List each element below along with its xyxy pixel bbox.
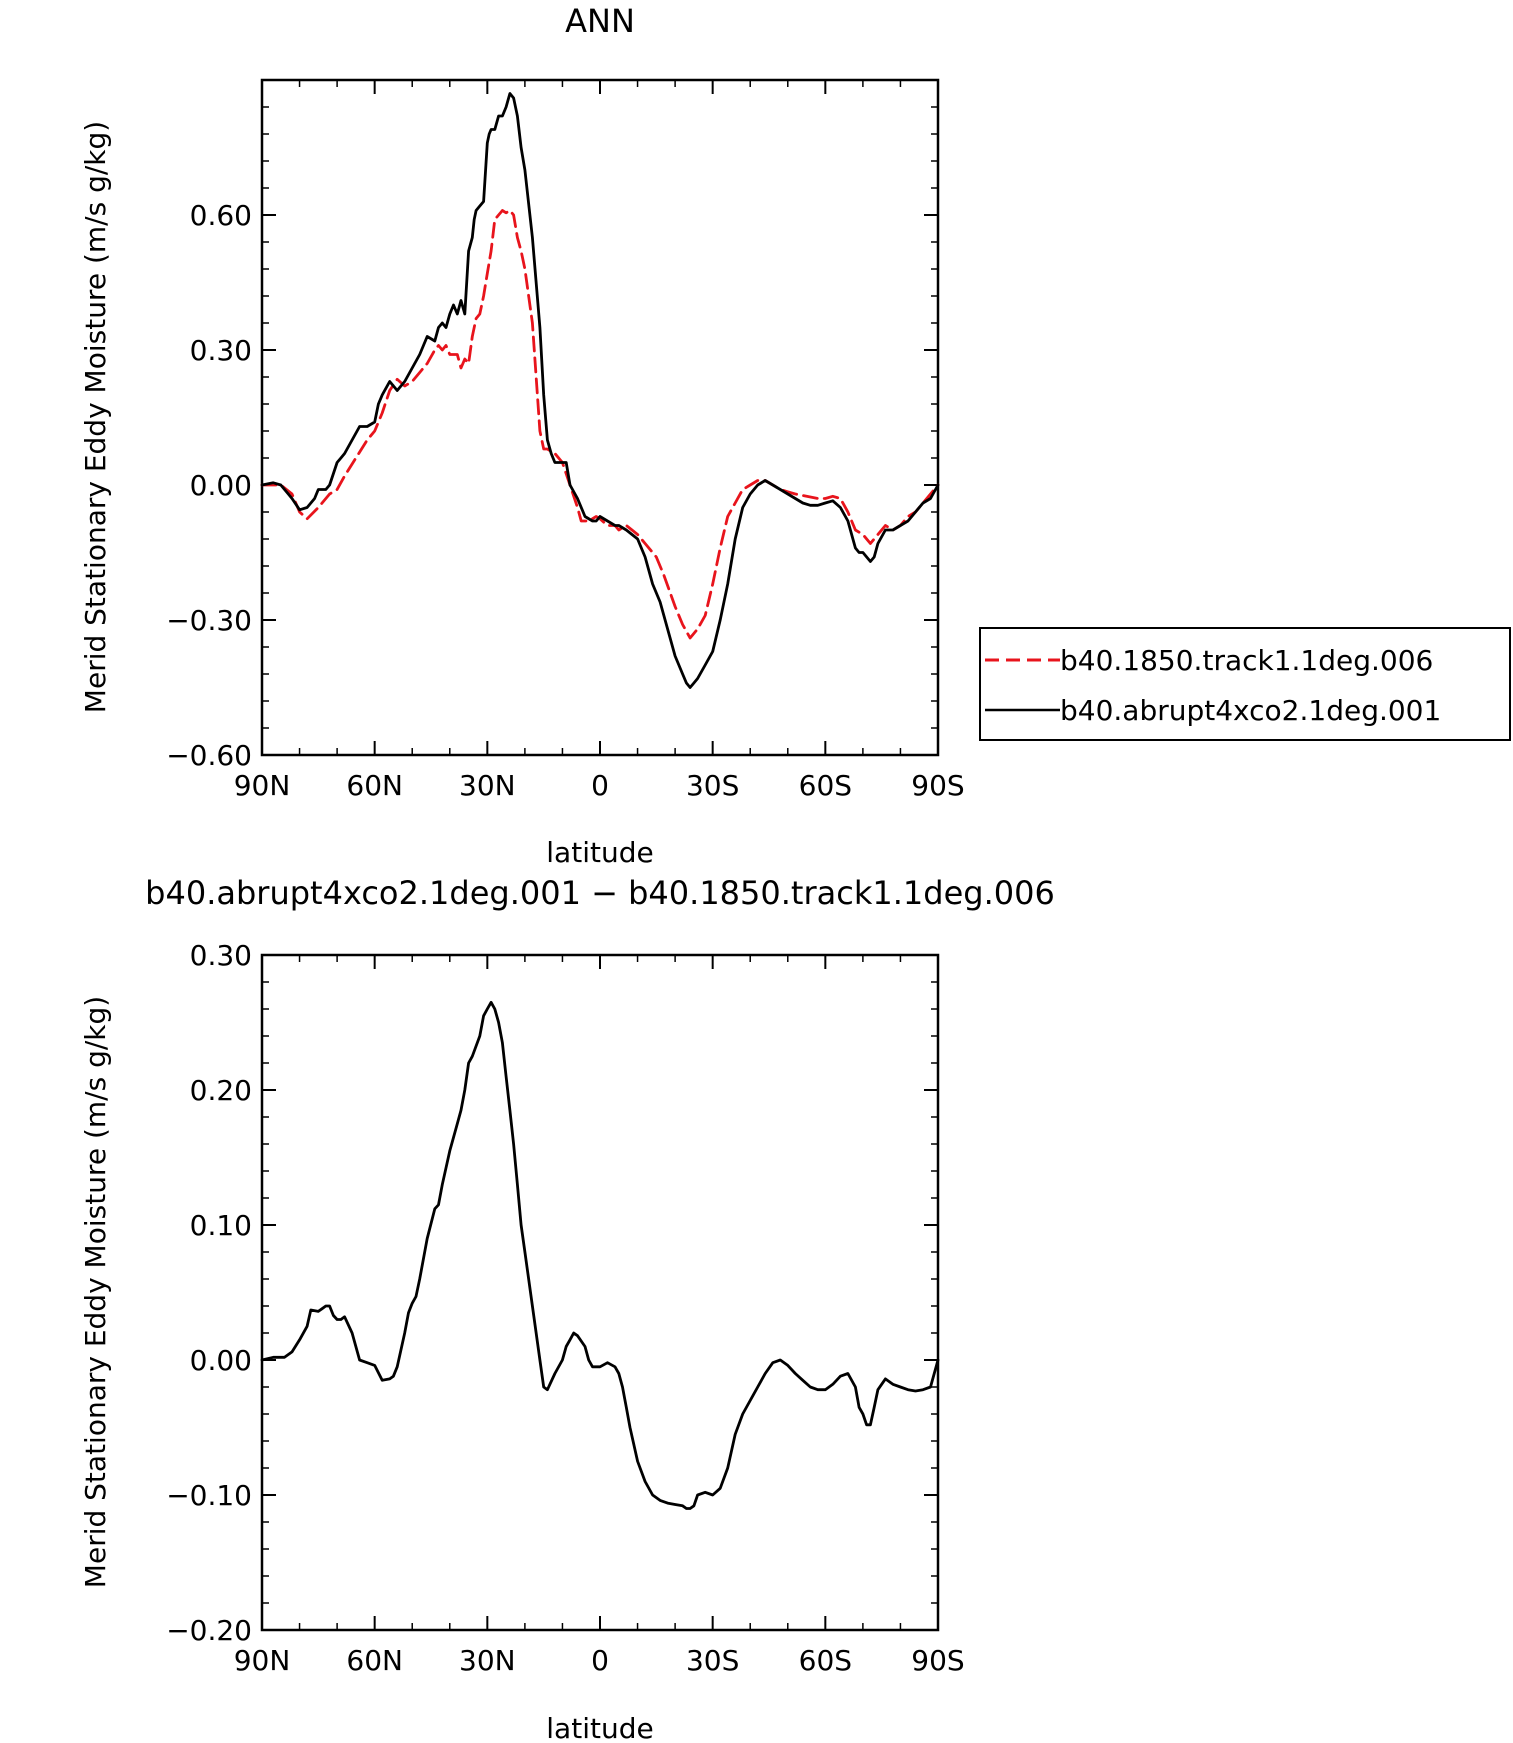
- legend-entry-4xco2: b40.abrupt4xco2.1deg.001: [1060, 694, 1441, 727]
- top-panel-series: [260, 92, 940, 689]
- x-tick-label: 90S: [911, 769, 964, 802]
- x-tick-label: 60N: [346, 769, 403, 802]
- series-line-0: [260, 209, 940, 640]
- x-tick-label: 30S: [686, 769, 739, 802]
- x-tick-label: 60N: [346, 1644, 403, 1677]
- top-panel-x-tick-labels: 90N 60N 30N 0 30S 60S 90S: [234, 769, 965, 802]
- x-tick-label: 0: [591, 769, 609, 802]
- bottom-panel-series: [260, 1000, 940, 1510]
- series-line-0: [260, 1000, 940, 1510]
- y-tick-label: 0.10: [190, 1209, 252, 1242]
- x-tick-label: 60S: [799, 1644, 852, 1677]
- top-panel-x-axis-label: latitude: [546, 836, 653, 869]
- bottom-panel-x-axis-label: latitude: [546, 1712, 653, 1743]
- top-panel: ANN −0.60 −0.30 0.00 0.30 0.60 90N 60N 30N 0 30S…: [79, 2, 1511, 869]
- bottom-panel-y-tick-labels: −0.20 −0.10 0.00 0.10 0.20 0.30: [166, 939, 252, 1647]
- y-tick-label: −0.10: [166, 1479, 252, 1512]
- y-tick-label: 0.30: [190, 939, 252, 972]
- series-line-1: [260, 92, 940, 689]
- legend-frame: [979, 627, 1511, 741]
- top-panel-title: ANN: [565, 2, 635, 40]
- y-tick-label: −0.60: [166, 739, 252, 772]
- x-tick-label: 30S: [686, 1644, 739, 1677]
- y-tick-label: 0.00: [190, 469, 252, 502]
- top-panel-y-tick-labels: −0.60 −0.30 0.00 0.30 0.60: [166, 199, 252, 772]
- y-tick-label: 0.20: [190, 1074, 252, 1107]
- x-tick-label: 60S: [799, 769, 852, 802]
- y-tick-label: −0.20: [166, 1614, 252, 1647]
- top-panel-plot-frame: [260, 78, 940, 757]
- bottom-panel-x-tick-labels: 90N 60N 30N 0 30S 60S 90S: [234, 1644, 965, 1677]
- legend: b40.1850.track1.1deg.006 b40.abrupt4xco2…: [979, 627, 1511, 741]
- legend-entry-control: b40.1850.track1.1deg.006: [1060, 644, 1433, 677]
- x-tick-label: 0: [591, 1644, 609, 1677]
- x-tick-label: 90N: [234, 769, 291, 802]
- bottom-panel-y-axis-label: Merid Stationary Eddy Moisture (m/s g/kg…: [79, 996, 112, 1588]
- y-tick-label: 0.00: [190, 1344, 252, 1377]
- y-tick-label: −0.30: [166, 604, 252, 637]
- x-tick-label: 90S: [911, 1644, 964, 1677]
- x-tick-label: 90N: [234, 1644, 291, 1677]
- y-tick-label: 0.60: [190, 199, 252, 232]
- bottom-panel-plot-frame: [260, 953, 940, 1632]
- bottom-panel: b40.abrupt4xco2.1deg.001 − b40.1850.trac…: [79, 874, 1055, 1743]
- bottom-panel-title: b40.abrupt4xco2.1deg.001 − b40.1850.trac…: [145, 874, 1055, 912]
- x-tick-label: 30N: [459, 769, 516, 802]
- y-tick-label: 0.30: [190, 334, 252, 367]
- top-panel-y-axis-label: Merid Stationary Eddy Moisture (m/s g/kg…: [79, 121, 112, 713]
- x-tick-label: 30N: [459, 1644, 516, 1677]
- top-panel-ticks: [261, 80, 939, 756]
- bottom-panel-ticks: [261, 954, 939, 1631]
